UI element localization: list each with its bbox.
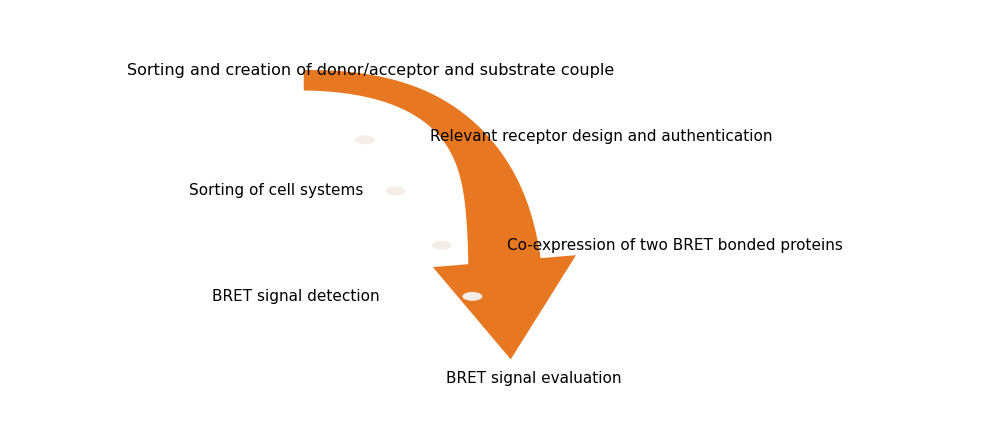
Text: Co-expression of two BRET bonded proteins: Co-expression of two BRET bonded protein…: [507, 238, 843, 253]
Circle shape: [463, 292, 483, 301]
Text: Relevant receptor design and authentication: Relevant receptor design and authenticat…: [430, 129, 772, 144]
Text: BRET signal evaluation: BRET signal evaluation: [446, 370, 621, 385]
Text: BRET signal detection: BRET signal detection: [212, 289, 380, 304]
Circle shape: [386, 187, 405, 195]
Polygon shape: [304, 70, 576, 359]
Text: Sorting and creation of donor/acceptor and substrate couple: Sorting and creation of donor/acceptor a…: [128, 63, 615, 78]
Text: Sorting of cell systems: Sorting of cell systems: [189, 183, 363, 198]
Circle shape: [432, 241, 452, 250]
Circle shape: [355, 135, 375, 144]
